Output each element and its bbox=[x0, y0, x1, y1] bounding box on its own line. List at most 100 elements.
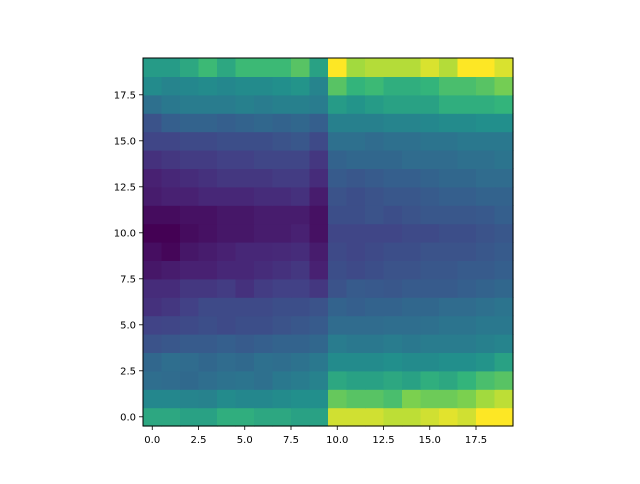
heatmap-cell bbox=[402, 334, 422, 353]
heatmap-cell bbox=[198, 278, 218, 298]
heatmap-cell bbox=[365, 370, 385, 390]
heatmap-cell bbox=[346, 113, 366, 133]
heatmap-cell bbox=[143, 168, 163, 188]
heatmap-cell bbox=[476, 370, 496, 390]
heatmap-cell bbox=[494, 76, 514, 96]
heatmap-cell bbox=[383, 242, 403, 261]
heatmap-cell bbox=[198, 334, 218, 353]
heatmap-cell bbox=[420, 76, 440, 96]
heatmap-cell bbox=[235, 205, 255, 225]
heatmap-cell bbox=[254, 76, 274, 96]
heatmap-cell bbox=[217, 76, 237, 96]
heatmap-cell bbox=[494, 150, 514, 169]
heatmap-cell bbox=[143, 58, 163, 77]
heatmap-cell bbox=[457, 113, 477, 133]
heatmap-cell bbox=[365, 113, 385, 133]
heatmap-cell bbox=[328, 223, 348, 243]
heatmap-cell bbox=[420, 168, 440, 188]
heatmap-cell bbox=[143, 334, 163, 353]
heatmap-cell bbox=[439, 370, 459, 390]
heatmap-cell bbox=[439, 352, 459, 372]
heatmap-cell bbox=[476, 223, 496, 243]
heatmap-cell bbox=[254, 297, 274, 317]
heatmap-cell bbox=[328, 58, 348, 77]
heatmap-cell bbox=[198, 242, 218, 261]
heatmap-cell bbox=[198, 407, 218, 427]
heatmap-cell bbox=[439, 150, 459, 169]
heatmap-cell bbox=[365, 58, 385, 77]
heatmap-cell bbox=[494, 94, 514, 114]
heatmap-cell bbox=[180, 58, 200, 77]
heatmap-cell bbox=[161, 260, 181, 280]
y-tick-label: 17.5 bbox=[114, 90, 136, 101]
heatmap-cell bbox=[346, 297, 366, 317]
heatmap-cell bbox=[272, 242, 292, 261]
heatmap-cell bbox=[291, 76, 311, 96]
heatmap-cell bbox=[420, 223, 440, 243]
heatmap-cell bbox=[328, 94, 348, 114]
heatmap-cell bbox=[346, 58, 366, 77]
heatmap-cell bbox=[217, 334, 237, 353]
heatmap-cell bbox=[217, 168, 237, 188]
heatmap-cell bbox=[439, 297, 459, 317]
heatmap-cell bbox=[291, 186, 311, 206]
heatmap-cell bbox=[235, 242, 255, 261]
heatmap-cell bbox=[235, 389, 255, 409]
heatmap-cell bbox=[161, 205, 181, 225]
heatmap-cell bbox=[476, 94, 496, 114]
heatmap-cell bbox=[457, 315, 477, 335]
heatmap-cell bbox=[180, 315, 200, 335]
heatmap-cell bbox=[383, 205, 403, 225]
heatmap-cell bbox=[476, 389, 496, 409]
heatmap-cell bbox=[328, 186, 348, 206]
heatmap-cell bbox=[254, 150, 274, 169]
heatmap-cell bbox=[217, 315, 237, 335]
x-tick-label: 12.5 bbox=[372, 435, 394, 446]
heatmap-cell bbox=[402, 407, 422, 427]
heatmap-cell bbox=[439, 334, 459, 353]
heatmap-cell bbox=[272, 58, 292, 77]
heatmap-cell bbox=[254, 334, 274, 353]
heatmap-cell bbox=[365, 94, 385, 114]
heatmap-cell bbox=[161, 58, 181, 77]
heatmap-cell bbox=[476, 168, 496, 188]
heatmap-cell bbox=[457, 186, 477, 206]
heatmap-cell bbox=[272, 76, 292, 96]
heatmap-cell bbox=[291, 94, 311, 114]
heatmap-cell bbox=[402, 205, 422, 225]
heatmap-cell bbox=[198, 315, 218, 335]
heatmap-cell bbox=[365, 168, 385, 188]
heatmap-cell bbox=[457, 76, 477, 96]
heatmap-cell bbox=[143, 407, 163, 427]
heatmap-cell bbox=[476, 352, 496, 372]
heatmap-cell bbox=[383, 223, 403, 243]
heatmap-cell bbox=[180, 113, 200, 133]
heatmap-cell bbox=[198, 205, 218, 225]
heatmap-cell bbox=[383, 150, 403, 169]
heatmap-cell bbox=[180, 334, 200, 353]
heatmap-cell bbox=[476, 131, 496, 151]
heatmap-cell bbox=[420, 131, 440, 151]
heatmap-cell bbox=[309, 223, 329, 243]
heatmap-cell bbox=[383, 168, 403, 188]
heatmap-cell bbox=[254, 260, 274, 280]
heatmap-cell bbox=[180, 242, 200, 261]
heatmap-cell bbox=[457, 223, 477, 243]
heatmap-cell bbox=[143, 186, 163, 206]
heatmap-cell bbox=[365, 278, 385, 298]
heatmap-cell bbox=[402, 58, 422, 77]
heatmap-cell bbox=[402, 223, 422, 243]
heatmap-cell bbox=[272, 278, 292, 298]
heatmap-cell bbox=[254, 352, 274, 372]
heatmap-cell bbox=[235, 150, 255, 169]
heatmap-cell bbox=[272, 370, 292, 390]
heatmap-cell bbox=[383, 389, 403, 409]
heatmap-cell bbox=[457, 370, 477, 390]
heatmap-cell bbox=[328, 205, 348, 225]
heatmap-cell bbox=[328, 370, 348, 390]
heatmap-cell bbox=[476, 278, 496, 298]
heatmap-cell bbox=[254, 186, 274, 206]
heatmap-cell bbox=[457, 334, 477, 353]
heatmap-cell bbox=[457, 278, 477, 298]
heatmap-cell bbox=[328, 168, 348, 188]
